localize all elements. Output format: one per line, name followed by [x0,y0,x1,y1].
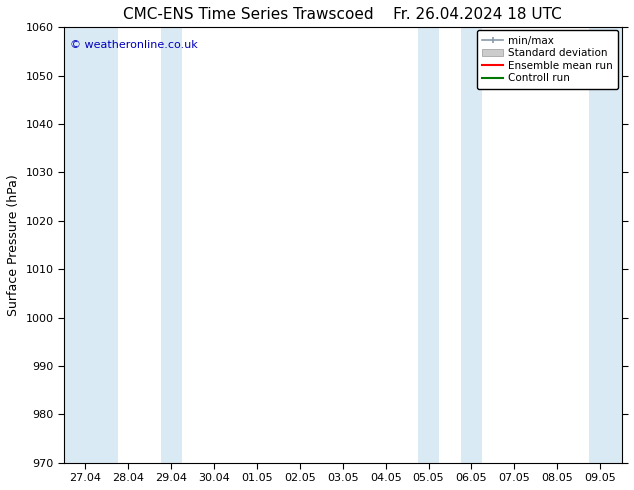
Text: © weatheronline.co.uk: © weatheronline.co.uk [70,40,197,50]
Bar [590,27,621,463]
Bar [160,27,182,463]
Legend: min/max, Standard deviation, Ensemble mean run, Controll run: min/max, Standard deviation, Ensemble me… [477,30,618,89]
Title: CMC-ENS Time Series Trawscoed    Fr. 26.04.2024 18 UTC: CMC-ENS Time Series Trawscoed Fr. 26.04.… [124,7,562,22]
Bar [461,27,482,463]
Bar [64,27,118,463]
Y-axis label: Surface Pressure (hPa): Surface Pressure (hPa) [7,174,20,316]
Bar [418,27,439,463]
